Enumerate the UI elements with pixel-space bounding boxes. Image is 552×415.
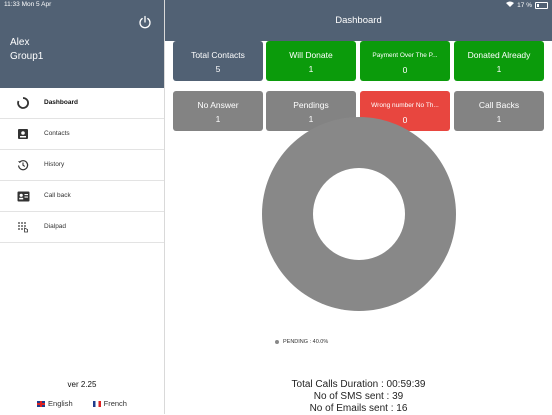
tile-label: Call Backs — [478, 100, 520, 110]
stats-summary: Total Calls Duration : 00:59:39 No of SM… — [165, 379, 552, 415]
tile-value: 1 — [215, 114, 221, 124]
dashboard-icon — [16, 96, 30, 110]
battery-percent: 17 % — [517, 1, 532, 9]
tile-value: 5 — [215, 64, 221, 74]
app-version: ver 2.25 — [67, 380, 97, 389]
lang-english-label: English — [48, 399, 73, 408]
page-title: Dashboard — [335, 15, 382, 26]
wifi-icon — [506, 1, 515, 9]
chart-legend: PENDING : 40.0% — [275, 339, 328, 345]
header-bar: Dashboard — [165, 0, 552, 41]
status-right: 17 % — [506, 1, 548, 9]
tile-label: Pendings — [293, 100, 329, 110]
tile-payment-over[interactable]: Payment Over The P... 0 — [360, 41, 450, 81]
status-bar: 11:33 Mon 5 Apr 17 % — [0, 0, 552, 10]
status-time: 11:33 Mon 5 Apr — [4, 1, 52, 8]
tile-label: Will Donate — [289, 50, 333, 60]
tile-label: Wrong number No Th... — [371, 102, 439, 109]
power-icon[interactable] — [138, 15, 152, 29]
tile-value: 1 — [496, 114, 502, 124]
tile-donated-already[interactable]: Donated Already 1 — [454, 41, 544, 81]
language-switcher: English French — [0, 399, 164, 408]
user-name: Alex — [10, 37, 30, 48]
tile-label: Payment Over The P... — [372, 52, 438, 59]
sidebar-item-dashboard[interactable]: Dashboard — [0, 88, 164, 119]
tile-value: 0 — [402, 65, 408, 75]
donut-hole — [313, 168, 405, 260]
sidebar-item-dialpad[interactable]: Dialpad — [0, 212, 164, 243]
tile-value: 1 — [308, 64, 314, 74]
dialpad-icon — [16, 220, 30, 234]
tile-call-backs[interactable]: Call Backs 1 — [454, 91, 544, 131]
donut-chart — [262, 117, 456, 311]
sidebar-item-history[interactable]: History — [0, 150, 164, 181]
contacts-icon — [16, 127, 30, 141]
calls-duration: Total Calls Duration : 00:59:39 — [291, 379, 426, 390]
legend-label: PENDING : 40.0% — [283, 339, 329, 345]
emails-sent: No of Emails sent : 16 — [309, 403, 408, 414]
tile-label: Total Contacts — [191, 50, 245, 60]
tile-label: Donated Already — [467, 50, 531, 60]
sidebar-header: Alex Group1 — [0, 0, 164, 88]
history-icon — [16, 158, 30, 172]
sidebar-item-label: Call back — [44, 192, 71, 199]
tile-total-contacts[interactable]: Total Contacts 5 — [173, 41, 263, 81]
tile-value: 1 — [496, 64, 502, 74]
lang-english-button[interactable]: English — [37, 399, 73, 408]
legend-dot — [275, 340, 279, 344]
fr-flag-icon — [92, 400, 101, 407]
sms-sent: No of SMS sent : 39 — [313, 391, 404, 402]
tile-value: 0 — [402, 115, 408, 125]
sidebar-item-label: History — [44, 161, 65, 168]
tile-label: No Answer — [197, 100, 239, 110]
tile-no-answer[interactable]: No Answer 1 — [173, 91, 263, 131]
lang-french-label: French — [103, 399, 127, 408]
sidebar-item-callback[interactable]: Call back — [0, 181, 164, 212]
uk-flag-icon — [37, 400, 46, 407]
main-content: Dashboard Total Contacts 5 Will Donate 1… — [165, 0, 552, 414]
sidebar-item-label: Dashboard — [44, 99, 78, 106]
user-group: Group1 — [10, 51, 44, 62]
sidebar-item-label: Contacts — [44, 130, 70, 137]
tile-will-donate[interactable]: Will Donate 1 — [266, 41, 356, 81]
sidebar-item-label: Dialpad — [44, 223, 67, 230]
callback-icon — [16, 189, 30, 203]
sidebar-item-contacts[interactable]: Contacts — [0, 119, 164, 150]
sidebar: Alex Group1 Dashboard Contacts History C… — [0, 0, 165, 414]
lang-french-button[interactable]: French — [92, 399, 127, 408]
battery-icon — [535, 1, 548, 9]
tile-value: 1 — [308, 114, 314, 124]
